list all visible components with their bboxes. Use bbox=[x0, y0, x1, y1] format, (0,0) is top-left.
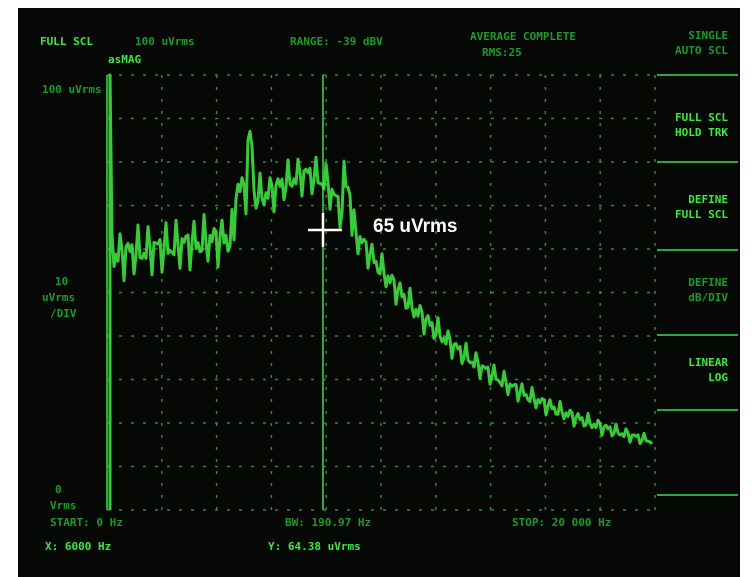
menu-label: LOG bbox=[708, 371, 728, 384]
trace-mode: asMAG bbox=[108, 53, 141, 66]
full-scale-value: 100 uVrms bbox=[135, 35, 195, 48]
menu-label: DEFINE bbox=[688, 193, 728, 206]
menu-label: DEFINE bbox=[688, 276, 728, 289]
menu-label: dB/DIV bbox=[688, 291, 728, 304]
crt-screen bbox=[18, 8, 740, 577]
axis-bottom: 0 bbox=[55, 483, 62, 496]
annotation: 65 uVrms bbox=[373, 216, 458, 237]
menu-label: AUTO SCL bbox=[675, 44, 728, 57]
menu-label: FULL SCL bbox=[675, 111, 728, 124]
menu-label: FULL SCL bbox=[675, 208, 728, 221]
axis-scale: 10 bbox=[55, 275, 68, 288]
menu-label: LINEAR bbox=[688, 356, 728, 369]
axis-scale: /DIV bbox=[50, 307, 77, 320]
axis-scale: uVrms bbox=[42, 291, 75, 304]
menu-label: SINGLE bbox=[688, 29, 728, 42]
marker-x: X: 6000 Hz bbox=[45, 540, 111, 553]
menu-label: HOLD TRK bbox=[675, 126, 728, 139]
marker-y: Y: 64.38 uVrms bbox=[268, 540, 361, 553]
averaging: RMS:25 bbox=[482, 46, 522, 59]
axis-bottom: Vrms bbox=[50, 499, 77, 512]
start-frequency: START: 0 Hz bbox=[50, 516, 123, 529]
stop-frequency: STOP: 20 000 Hz bbox=[512, 516, 611, 529]
axis-top: 100 uVrms bbox=[42, 83, 102, 96]
bandwidth: BW: 190.97 Hz bbox=[285, 516, 371, 529]
full-scale-label: FULL SCL bbox=[40, 35, 93, 48]
status: AVERAGE COMPLETE bbox=[470, 30, 576, 43]
range: RANGE: -39 dBV bbox=[290, 35, 383, 48]
screen-photo: FULL SCL 100 uVrms RANGE: -39 dBV AVERAG… bbox=[0, 0, 754, 577]
